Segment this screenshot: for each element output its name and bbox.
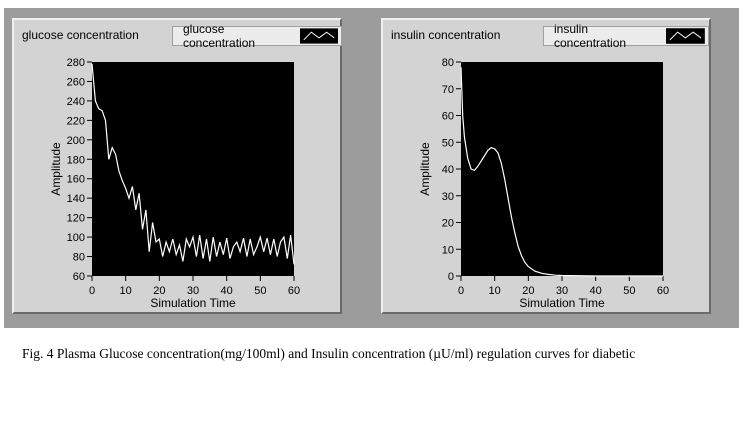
glucose-y-tick-label: 260 <box>67 76 85 88</box>
insulin-y-tick-label: 70 <box>442 84 454 96</box>
glucose-x-tick-label: 10 <box>120 285 132 297</box>
insulin-x-tick-label: 50 <box>623 285 635 297</box>
glucose-y-tick-label: 280 <box>67 57 85 69</box>
insulin-x-tick-label: 20 <box>522 285 534 297</box>
insulin-plot-area <box>461 62 663 276</box>
glucose-chart-panel: glucose concentration glucose concentrat… <box>12 18 342 314</box>
insulin-y-tick-label: 0 <box>448 271 454 283</box>
glucose-y-tick-label: 200 <box>67 135 85 147</box>
insulin-x-tick-label: 10 <box>489 285 501 297</box>
figure-caption: Fig. 4 Plasma Glucose concentration(mg/1… <box>22 346 636 361</box>
insulin-legend[interactable]: insulin concentration <box>543 22 709 50</box>
glucose-y-tick-label: 180 <box>67 154 85 166</box>
insulin-legend-label: insulin concentration <box>554 22 627 50</box>
insulin-x-tick-label: 40 <box>590 285 602 297</box>
glucose-y-tick-label: 240 <box>67 96 85 108</box>
glucose-y-tick-label: 160 <box>67 174 85 186</box>
glucose-x-tick-label: 40 <box>221 285 233 297</box>
insulin-y-tick-label: 10 <box>442 244 454 256</box>
glucose-x-tick-label: 0 <box>89 285 95 297</box>
insulin-chart-panel: insulin concentration insulin concentrat… <box>381 18 711 314</box>
glucose-series-line <box>91 63 295 265</box>
insulin-y-tick-label: 40 <box>442 164 454 176</box>
insulin-y-tick-label: 20 <box>442 218 454 230</box>
glucose-y-tick-label: 80 <box>73 252 85 264</box>
glucose-plot-area <box>92 62 294 276</box>
glucose-chart-title: glucose concentration <box>22 28 139 42</box>
insulin-series-line <box>460 67 663 277</box>
glucose-legend[interactable]: glucose concentration <box>172 22 342 50</box>
legend-line-icon <box>299 28 338 44</box>
insulin-y-axis-label: Amplitude <box>418 142 432 196</box>
glucose-y-axis-label: Amplitude <box>49 142 63 196</box>
glucose-y-tick-label: 120 <box>67 213 85 225</box>
insulin-x-axis-label: Simulation Time <box>519 296 605 310</box>
glucose-x-tick-label: 30 <box>187 285 199 297</box>
insulin-chart: 0 10 20 30 40 50 60 70 80 0 10 20 30 40 50 60 Simulation… <box>418 57 669 310</box>
insulin-y-tick-label: 80 <box>442 57 454 69</box>
glucose-chart: 60 80 100 120 140 160 180 200 220 240 260 280 0 10 20 3… <box>49 57 300 310</box>
glucose-x-axis-label: Simulation Time <box>150 296 236 310</box>
glucose-y-tick-label: 140 <box>67 193 85 205</box>
glucose-y-tick-label: 60 <box>73 271 85 283</box>
glucose-legend-label: glucose concentration <box>183 22 256 50</box>
insulin-y-tick-label: 50 <box>442 137 454 149</box>
insulin-chart-title: insulin concentration <box>391 28 501 42</box>
glucose-y-tick-label: 220 <box>67 115 85 127</box>
glucose-x-tick-label: 20 <box>153 285 165 297</box>
glucose-y-tick-label: 100 <box>67 232 85 244</box>
insulin-y-tick-label: 60 <box>442 111 454 123</box>
insulin-x-tick-label: 30 <box>556 285 568 297</box>
legend-line-icon <box>666 28 705 44</box>
glucose-x-tick-label: 60 <box>288 285 300 297</box>
glucose-x-tick-label: 50 <box>254 285 266 297</box>
insulin-x-tick-label: 60 <box>657 285 669 297</box>
figure-frame: glucose concentration glucose concentrat… <box>4 8 739 328</box>
insulin-x-tick-label: 0 <box>458 285 464 297</box>
insulin-y-tick-label: 30 <box>442 191 454 203</box>
